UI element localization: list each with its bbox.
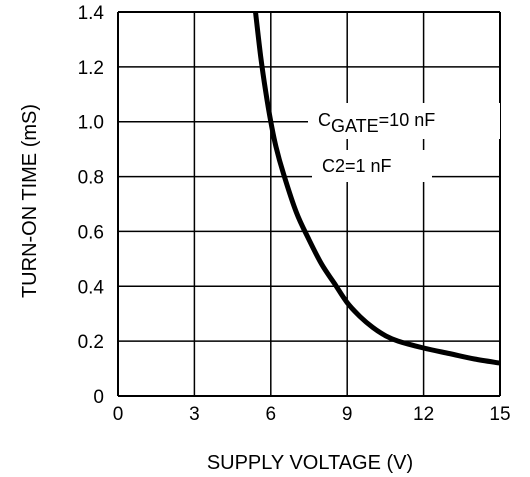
y-tick-label: 0.8 <box>78 168 104 189</box>
annotation-cgate: CGATE=10 nF <box>318 110 435 136</box>
x-tick-label: 9 <box>342 404 353 425</box>
y-tick-label: 0.2 <box>78 332 104 353</box>
grid <box>117 11 501 397</box>
annotation-background-cgate <box>308 103 500 139</box>
x-tick-labels: 0 3 6 9 12 15 <box>113 404 511 425</box>
annotation-cgate-value: =10 nF <box>379 110 436 130</box>
y-tick-labels: 0 0.2 0.4 0.6 0.8 1.0 1.2 1.4 <box>78 3 105 408</box>
annotation-c2: C2=1 nF <box>322 156 392 176</box>
x-tick-label: 15 <box>489 404 510 425</box>
y-tick-label: 0.4 <box>78 277 105 298</box>
annotation-cgate-subscript: GATE <box>331 116 379 136</box>
y-tick-label: 1.0 <box>78 113 104 134</box>
y-tick-label: 0 <box>93 387 104 408</box>
y-tick-label: 1.2 <box>78 58 104 79</box>
series-line <box>253 11 501 366</box>
x-tick-label: 12 <box>413 404 434 425</box>
annotation-background-c2 <box>312 150 432 182</box>
x-tick-label: 0 <box>113 404 124 425</box>
y-tick-label: 0.6 <box>78 222 104 243</box>
annotation-cgate-main: C <box>318 110 331 130</box>
x-tick-label: 3 <box>189 404 200 425</box>
y-axis-label: TURN-ON TIME (mS) <box>19 104 41 298</box>
y-tick-label: 1.4 <box>78 3 105 24</box>
x-tick-label: 6 <box>266 404 277 425</box>
x-axis-label: SUPPLY VOLTAGE (V) <box>207 452 413 474</box>
